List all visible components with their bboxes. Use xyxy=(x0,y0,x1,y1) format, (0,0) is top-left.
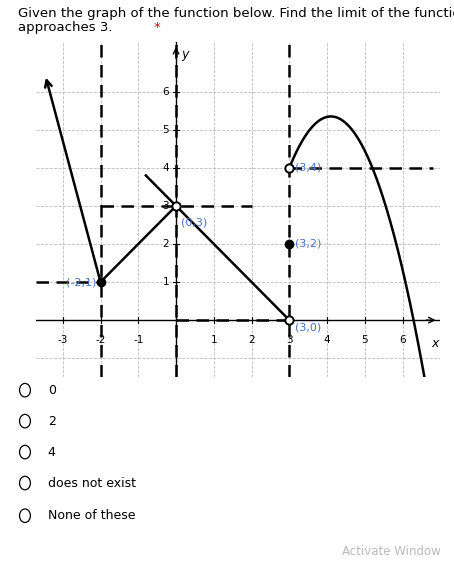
Text: (3,2): (3,2) xyxy=(295,239,321,249)
Text: (0,3): (0,3) xyxy=(181,217,207,227)
Text: 6: 6 xyxy=(400,334,406,345)
Text: 2: 2 xyxy=(48,414,55,428)
Text: 1: 1 xyxy=(163,277,169,287)
Text: (3,0): (3,0) xyxy=(295,322,321,332)
Text: 2: 2 xyxy=(163,239,169,249)
Text: 6: 6 xyxy=(163,87,169,97)
Text: 4: 4 xyxy=(163,163,169,173)
Text: -3: -3 xyxy=(58,334,68,345)
Text: 1: 1 xyxy=(211,334,217,345)
Text: (-2,1): (-2,1) xyxy=(66,277,96,287)
Text: 4: 4 xyxy=(48,445,55,459)
Text: 5: 5 xyxy=(163,125,169,135)
Text: 0: 0 xyxy=(48,383,56,397)
Text: x: x xyxy=(431,337,439,350)
Text: (3,4): (3,4) xyxy=(295,163,321,173)
Text: does not exist: does not exist xyxy=(48,476,136,490)
Text: 2: 2 xyxy=(248,334,255,345)
Text: 3: 3 xyxy=(163,201,169,211)
Text: Activate Window: Activate Window xyxy=(341,546,440,558)
Text: Given the graph of the function below. Find the limit of the function as x: Given the graph of the function below. F… xyxy=(18,7,454,20)
Text: -2: -2 xyxy=(95,334,106,345)
Text: approaches 3.: approaches 3. xyxy=(18,21,117,34)
Text: 5: 5 xyxy=(361,334,368,345)
Text: y: y xyxy=(182,48,189,61)
Text: *: * xyxy=(153,21,160,34)
Text: 3: 3 xyxy=(286,334,293,345)
Text: None of these: None of these xyxy=(48,509,135,522)
Text: -1: -1 xyxy=(133,334,143,345)
Text: 4: 4 xyxy=(324,334,331,345)
